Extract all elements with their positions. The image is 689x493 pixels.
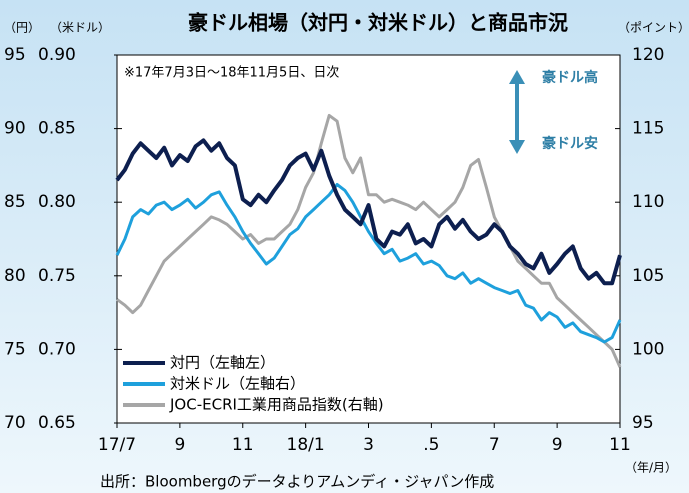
y-tick-label: 80 (4, 266, 26, 286)
x-tick-label: 3 (363, 435, 374, 455)
x-tick-label: 11 (609, 435, 631, 455)
x-tick-label: 11 (232, 435, 254, 455)
legend-label: 対米ドル（左軸右） (170, 375, 305, 393)
x-tick-label: 9 (552, 435, 563, 455)
y-tick-label: 85 (4, 192, 26, 212)
series-line (115, 183, 622, 344)
arrow (509, 70, 525, 154)
y3-tick-label: 0.70 (38, 339, 76, 359)
y2-tick-label: 110 (632, 192, 664, 212)
series-line (116, 113, 622, 368)
annotation: 豪ドル高 (542, 69, 598, 86)
y3-tick-label: 0.65 (38, 413, 76, 433)
y-unit: （円） (4, 21, 40, 35)
y2-tick-label: 115 (632, 119, 664, 139)
y2-tick-label: 95 (632, 413, 654, 433)
source: 出所：Bloombergのデータよりアムンディ・ジャパン作成 (100, 473, 494, 491)
y2-tick-label: 120 (632, 45, 664, 65)
legend-bg (120, 374, 450, 395)
y3-tick-label: 0.90 (38, 45, 76, 65)
y3-tick-label: 0.80 (38, 192, 76, 212)
y3-tick-label: 0.75 (38, 266, 76, 286)
annotation: 豪ドル安 (542, 135, 598, 152)
y-tick-label: 95 (4, 45, 26, 65)
chart-title: 豪ドル相場（対円・対米ドル）と商品市況 (188, 11, 568, 35)
y-tick-label: 70 (4, 413, 26, 433)
y3-tick-label: 0.85 (38, 119, 76, 139)
legend-bg (120, 353, 450, 374)
x-tick-label: 18/1 (287, 435, 325, 455)
y2-tick-label: 105 (632, 266, 664, 286)
x-unit: （年/月） (625, 461, 677, 475)
legend-label: JOC-ECRI工業用商品指数(右軸) (169, 396, 384, 414)
x-tick-label: 9 (174, 435, 185, 455)
note: ※17年7月3日～18年11月5日、日次 (124, 65, 339, 81)
y-tick-label: 90 (4, 119, 26, 139)
y3-unit: （米ドル） (50, 21, 110, 35)
y2-unit: （ポイント） (618, 21, 689, 35)
x-tick-label: 17/7 (98, 435, 136, 455)
legend-label: 対円（左軸左） (170, 354, 275, 372)
series-line (115, 138, 622, 286)
y-tick-label: 75 (4, 339, 26, 359)
legend-bg (120, 395, 450, 416)
x-tick-label: 7 (489, 435, 500, 455)
y2-tick-label: 100 (632, 339, 664, 359)
x-tick-label: .5 (423, 435, 439, 455)
